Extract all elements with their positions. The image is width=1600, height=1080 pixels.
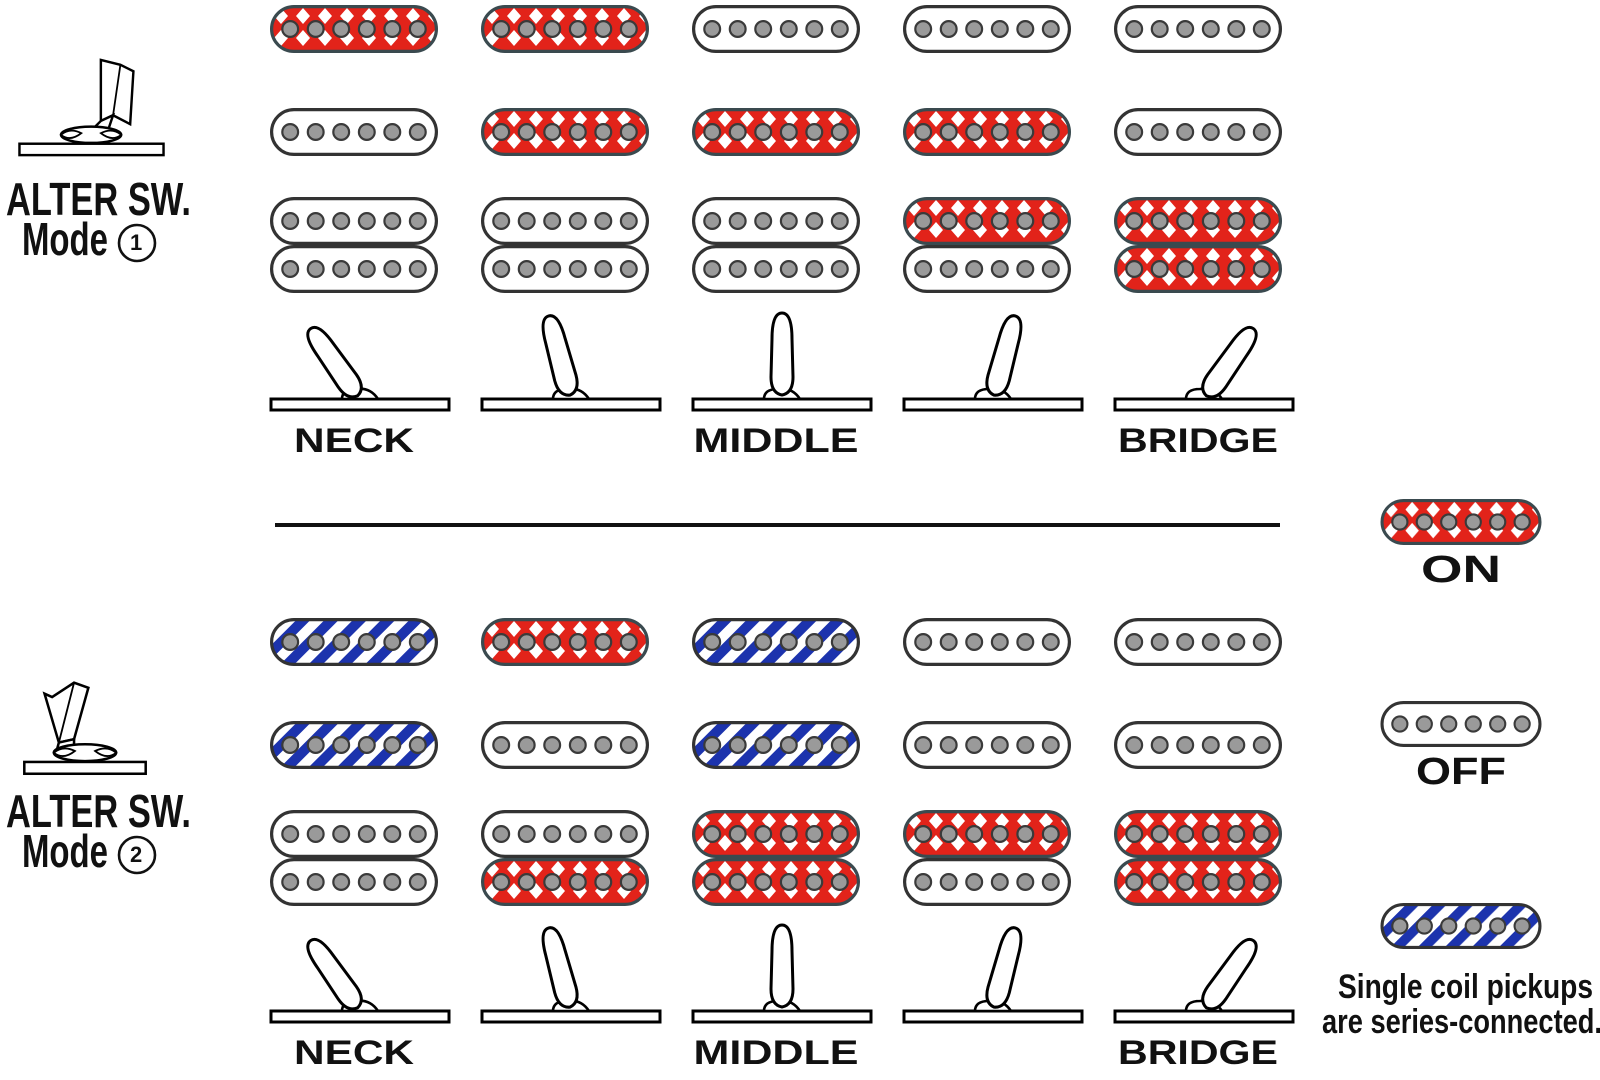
svg-text:OFF: OFF <box>1416 751 1506 793</box>
svg-text:Mode: Mode <box>22 825 108 877</box>
svg-text:NECK: NECK <box>294 1034 415 1072</box>
svg-text:2: 2 <box>130 842 142 867</box>
svg-text:Single coil pickups: Single coil pickups <box>1338 968 1593 1006</box>
svg-text:BRIDGE: BRIDGE <box>1118 422 1278 460</box>
svg-text:NECK: NECK <box>294 422 415 460</box>
svg-text:MIDDLE: MIDDLE <box>694 422 859 460</box>
svg-text:1: 1 <box>130 230 142 255</box>
svg-text:are series-connected.: are series-connected. <box>1322 1003 1600 1041</box>
svg-text:BRIDGE: BRIDGE <box>1118 1034 1278 1072</box>
svg-text:Mode: Mode <box>22 213 108 265</box>
svg-text:ON: ON <box>1421 549 1501 591</box>
svg-text:MIDDLE: MIDDLE <box>694 1034 859 1072</box>
